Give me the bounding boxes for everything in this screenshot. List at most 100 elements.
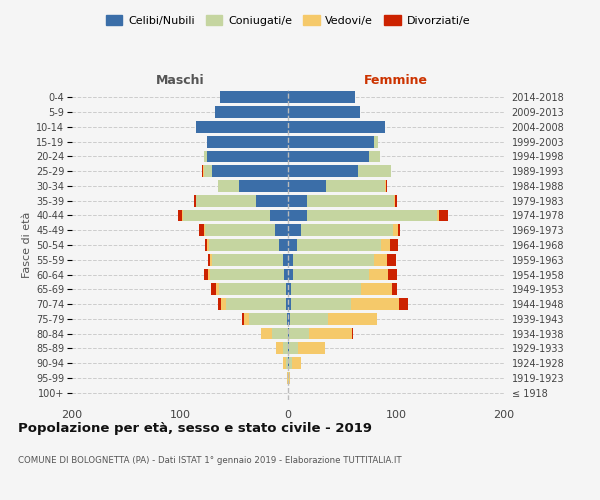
Bar (204, 268, 208, 280)
Text: Popolazione per età, sesso e stato civile - 2019: Popolazione per età, sesso e stato civil… (18, 422, 372, 435)
Bar (392, 284, 397, 295)
Bar (389, 239, 398, 251)
Bar (283, 342, 288, 354)
Bar (283, 357, 286, 369)
Bar (369, 150, 380, 162)
Bar (398, 224, 400, 236)
Bar (288, 268, 293, 280)
Bar (307, 195, 394, 206)
Bar (439, 210, 448, 222)
Bar (207, 150, 288, 162)
Bar (244, 313, 249, 324)
Bar (284, 268, 288, 280)
Bar (205, 224, 275, 236)
Bar (286, 298, 288, 310)
Bar (395, 195, 397, 206)
Bar (288, 239, 296, 251)
Bar (386, 180, 388, 192)
Bar (437, 210, 439, 222)
Bar (381, 239, 389, 251)
Bar (289, 328, 308, 340)
Bar (219, 284, 286, 295)
Bar (218, 298, 221, 310)
Bar (204, 166, 212, 177)
Bar (207, 136, 288, 147)
Bar (220, 92, 288, 104)
Bar (289, 372, 290, 384)
Bar (249, 313, 287, 324)
Bar (298, 342, 325, 354)
Bar (288, 328, 289, 340)
Bar (218, 180, 239, 192)
Bar (385, 180, 386, 192)
Bar (361, 284, 392, 295)
Bar (204, 150, 207, 162)
Bar (182, 210, 183, 222)
Bar (291, 298, 350, 310)
Bar (287, 313, 288, 324)
Bar (288, 106, 361, 118)
Bar (276, 342, 283, 354)
Bar (288, 210, 307, 222)
Bar (288, 254, 293, 266)
Bar (288, 313, 290, 324)
Bar (286, 357, 288, 369)
Text: Maschi: Maschi (155, 74, 205, 87)
Bar (209, 239, 280, 251)
Bar (369, 268, 388, 280)
Bar (210, 254, 212, 266)
Bar (202, 166, 203, 177)
Bar (283, 254, 288, 266)
Legend: Celibi/Nubili, Coniugati/e, Vedovi/e, Divorziati/e: Celibi/Nubili, Coniugati/e, Vedovi/e, Di… (101, 10, 475, 30)
Bar (296, 239, 381, 251)
Bar (280, 239, 288, 251)
Bar (215, 284, 219, 295)
Bar (269, 210, 288, 222)
Bar (261, 328, 272, 340)
Bar (204, 224, 205, 236)
Bar (374, 254, 388, 266)
Bar (288, 150, 369, 162)
Bar (352, 328, 353, 340)
Bar (288, 195, 307, 206)
Bar (215, 106, 288, 118)
Bar (288, 166, 358, 177)
Bar (350, 298, 399, 310)
Y-axis label: Fasce di età: Fasce di età (22, 212, 32, 278)
Bar (288, 298, 291, 310)
Bar (293, 268, 369, 280)
Bar (288, 357, 289, 369)
Text: COMUNE DI BOLOGNETTA (PA) - Dati ISTAT 1° gennaio 2019 - Elaborazione TUTTITALIA: COMUNE DI BOLOGNETTA (PA) - Dati ISTAT 1… (18, 456, 401, 465)
Bar (242, 313, 244, 324)
Bar (221, 298, 226, 310)
Bar (287, 372, 288, 384)
Bar (272, 328, 288, 340)
Bar (291, 284, 361, 295)
Bar (212, 254, 283, 266)
Bar (211, 284, 215, 295)
Bar (288, 180, 326, 192)
Bar (399, 298, 408, 310)
Bar (301, 224, 393, 236)
Bar (286, 284, 288, 295)
Bar (293, 254, 374, 266)
Bar (203, 166, 204, 177)
Bar (205, 239, 207, 251)
Bar (212, 166, 288, 177)
Bar (183, 210, 269, 222)
Bar (288, 92, 355, 104)
Bar (194, 195, 196, 206)
Bar (199, 224, 204, 236)
Bar (196, 121, 288, 133)
Bar (326, 180, 385, 192)
Bar (374, 136, 377, 147)
Bar (288, 284, 291, 295)
Bar (288, 372, 289, 384)
Bar (288, 121, 385, 133)
Bar (226, 298, 286, 310)
Bar (358, 166, 391, 177)
Bar (288, 136, 374, 147)
Bar (288, 342, 289, 354)
Bar (288, 224, 301, 236)
Bar (239, 180, 288, 192)
